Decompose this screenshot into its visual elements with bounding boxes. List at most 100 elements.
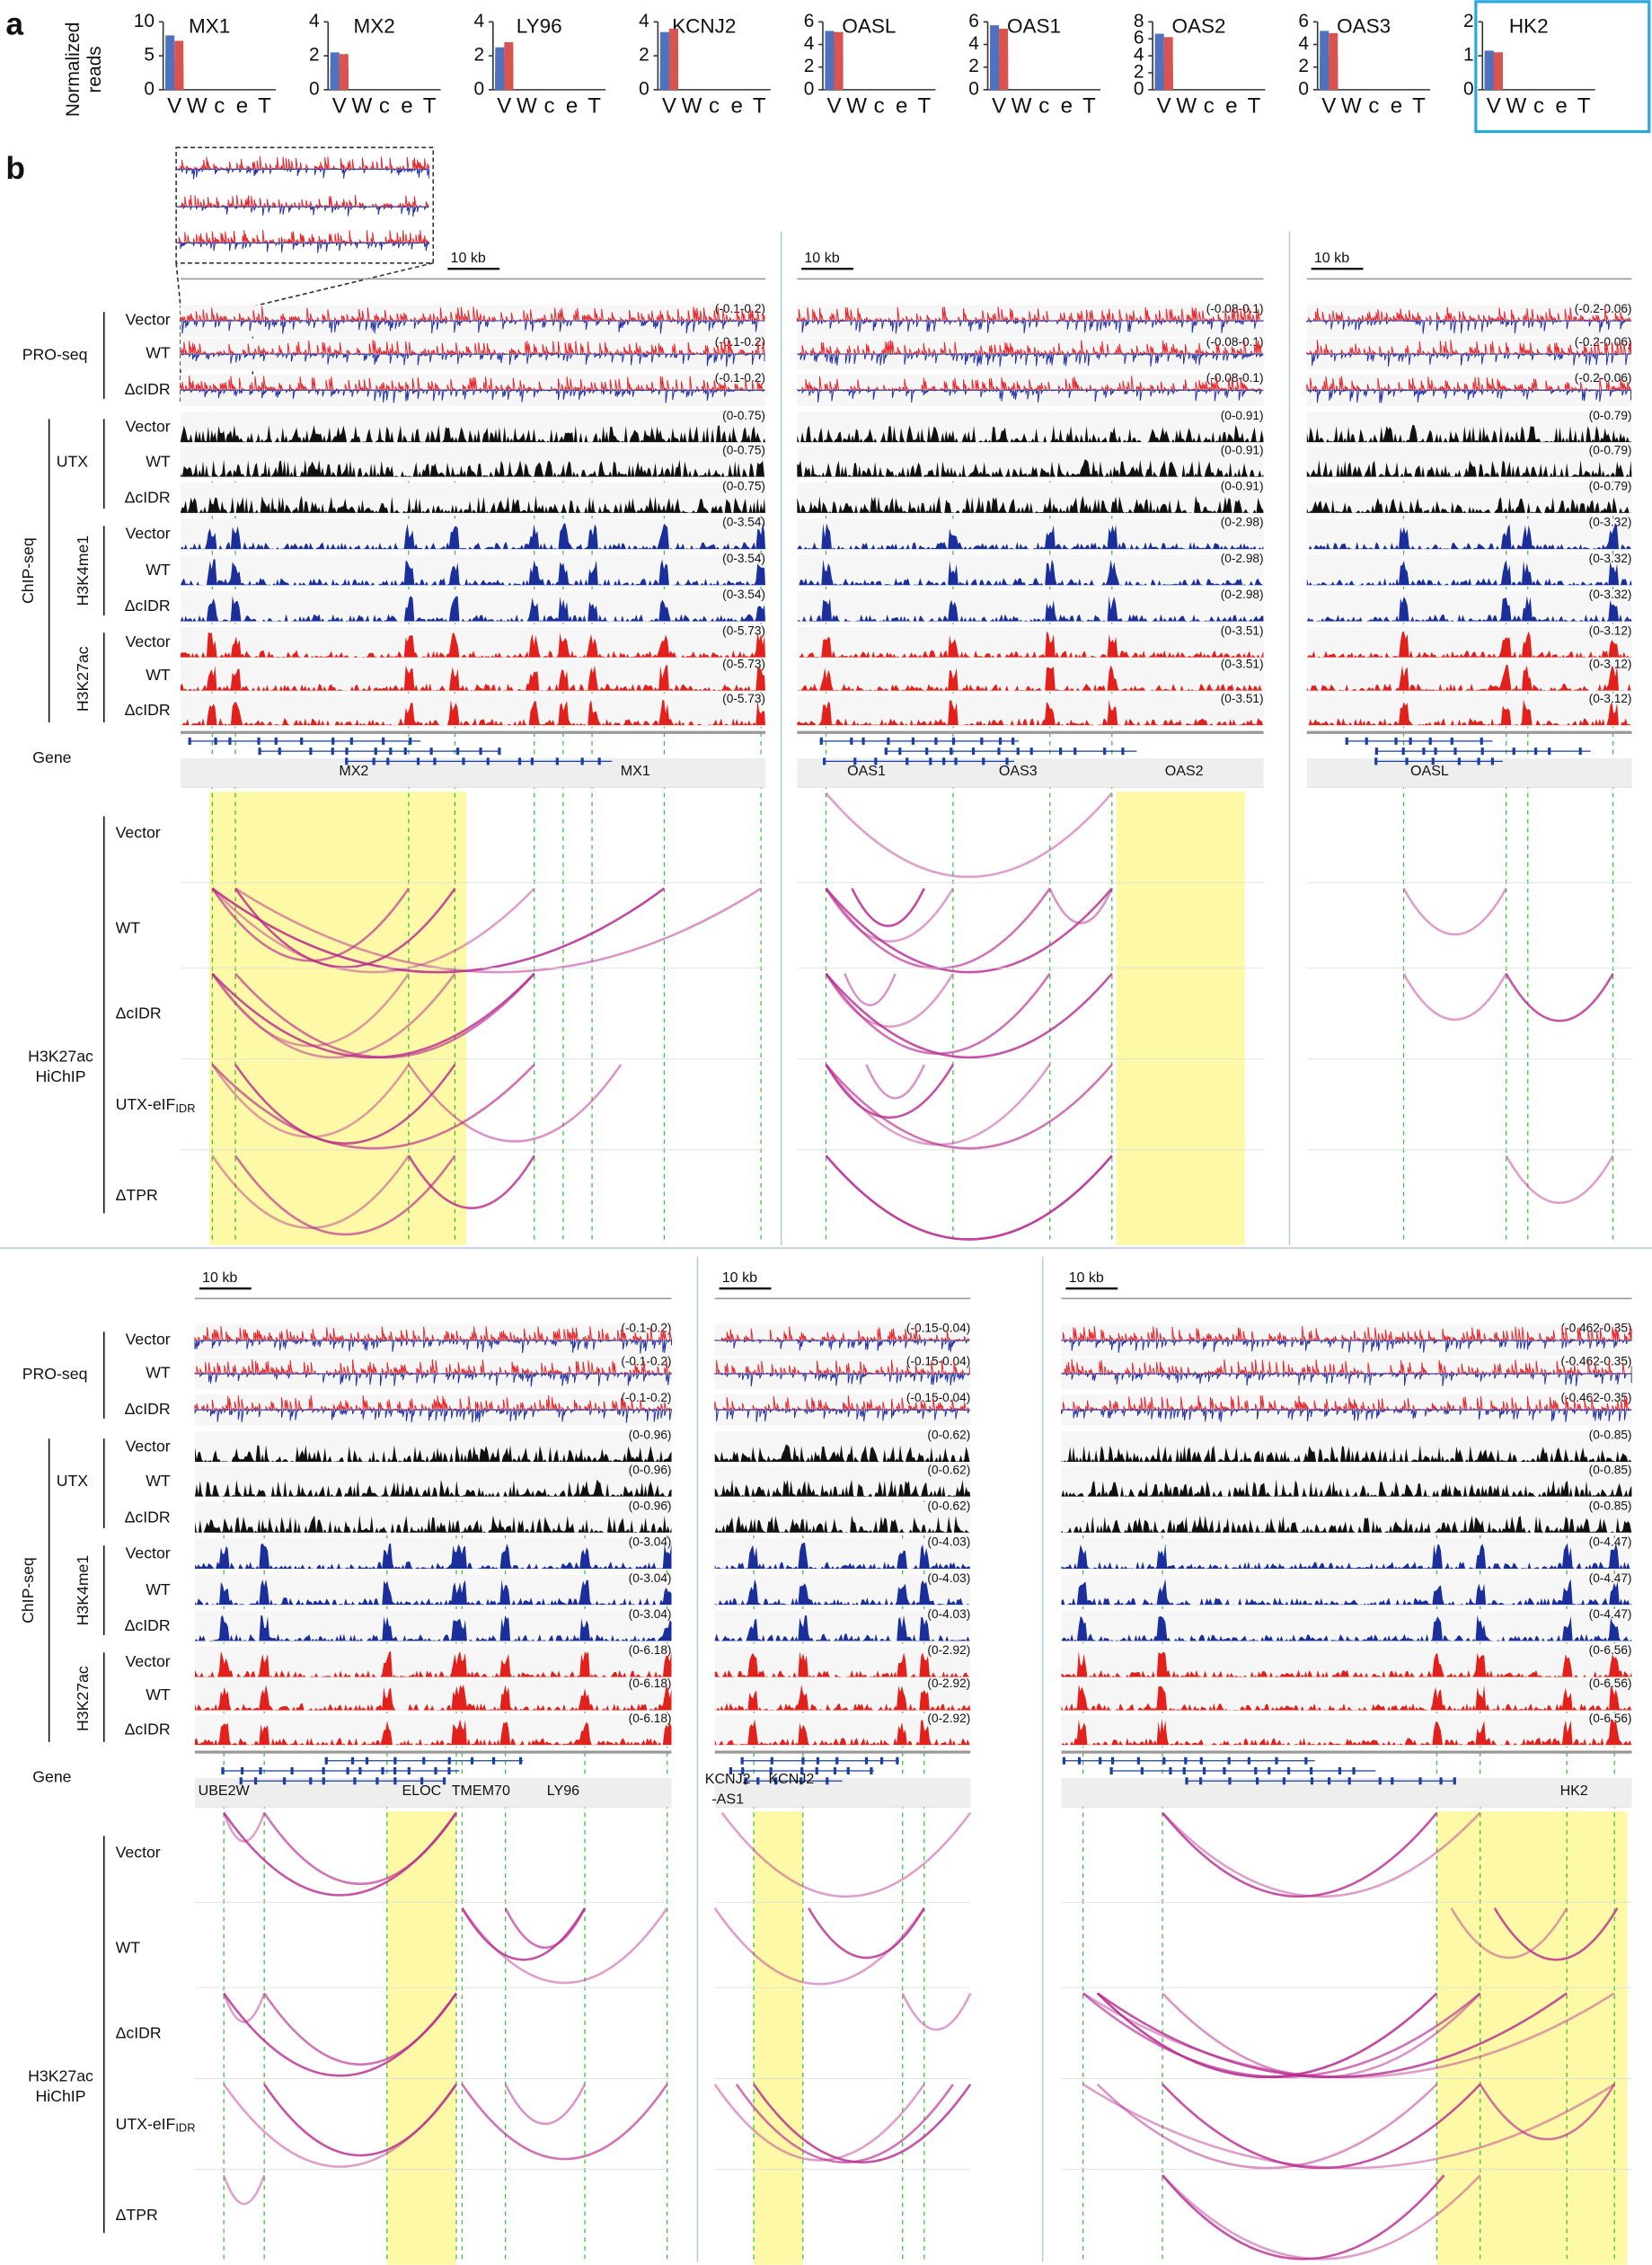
x-tick-label: e [1391, 94, 1402, 119]
exon [801, 1756, 805, 1765]
bar [1493, 52, 1503, 90]
exon [1327, 1777, 1331, 1785]
hichip-arc [1505, 1155, 1614, 1204]
exon [253, 1777, 258, 1785]
exon [470, 1756, 474, 1765]
hichip-arc [1162, 2174, 1481, 2261]
exon [1121, 748, 1125, 756]
hichip-arc [720, 1811, 972, 1898]
track-range: (-0.15-0.04) [906, 1322, 970, 1335]
track-range: (0-0.96) [629, 1463, 672, 1476]
hichip-arc [1162, 1811, 1481, 1898]
track-range: (-0.1-0.2) [621, 1391, 671, 1404]
x-tick-label: T [1248, 94, 1261, 119]
x-tick-label: c [379, 94, 390, 119]
hichip-condition: WT [116, 919, 141, 937]
exon [1268, 1767, 1271, 1775]
exon [879, 1756, 884, 1765]
track-range: (-0.462-0.35) [1561, 1355, 1632, 1368]
hichip-arc [234, 888, 456, 969]
pro-seq-minus [1306, 388, 1632, 403]
track-range: (-0.15-0.04) [906, 1391, 970, 1404]
x-tick-label: e [1555, 94, 1567, 119]
exon [1450, 737, 1453, 745]
x-tick-label: c [874, 94, 885, 119]
exon [257, 737, 261, 745]
exon [374, 748, 377, 756]
gene-name: UBE2W [199, 1783, 251, 1799]
exon [971, 748, 976, 756]
bar [495, 72, 505, 90]
condition-label: WT [146, 1472, 171, 1490]
inset-plus [176, 229, 429, 245]
condition-label: Vector [126, 1544, 171, 1562]
hichip-arc [211, 1064, 535, 1150]
track-range: (0-3.32) [1589, 516, 1632, 529]
track-range: (0-3.32) [1589, 552, 1632, 565]
hichip-arc [211, 887, 666, 974]
exon [1184, 1756, 1188, 1765]
exon [434, 1767, 437, 1775]
exon [887, 737, 890, 745]
exon [346, 1767, 349, 1775]
highlight [209, 792, 467, 1245]
track-range: (0-2.92) [927, 1712, 970, 1725]
track-bg [195, 1538, 672, 1570]
chip-signal [1306, 424, 1632, 443]
gene-name: MX2 [339, 763, 368, 779]
track-range: (-0.1-0.2) [621, 1322, 671, 1335]
exon [597, 757, 601, 765]
exon [998, 737, 1003, 745]
gene-name: OAS1 [847, 763, 886, 779]
hichip-arc [1493, 1907, 1619, 1961]
hichip-arc [825, 1155, 1113, 1241]
exon [1310, 1777, 1314, 1785]
exon [322, 1767, 325, 1775]
track-range: (0-0.79) [1589, 480, 1632, 493]
track-range: (0-6.56) [1589, 1643, 1632, 1657]
exon [1202, 1767, 1206, 1775]
chart-title: LY96 [517, 15, 562, 38]
x-tick-label: V [167, 94, 181, 119]
exon [278, 748, 281, 756]
y-tick-label: 2 [968, 56, 979, 76]
chip-signal [1061, 1719, 1632, 1746]
condition-label: Vector [126, 1438, 171, 1455]
exon [420, 1777, 424, 1785]
chip-signal [195, 1685, 672, 1711]
highlight-box [1474, 0, 1651, 134]
hichip-arc [753, 2084, 972, 2163]
exon [1394, 737, 1398, 745]
pro-seq-minus [797, 352, 1264, 367]
track-range: (0-0.91) [1221, 443, 1264, 456]
pro-seq-minus [195, 1372, 672, 1387]
exon [429, 748, 433, 756]
track-group-label: H3K27ac [28, 2066, 93, 2084]
y-tick-label: 8 [1134, 11, 1144, 31]
hichip-arc [808, 1907, 925, 1960]
exon [1110, 1756, 1115, 1765]
exon [1480, 737, 1483, 745]
track-range: (0-3.04) [629, 1535, 672, 1549]
hichip-arc [1505, 973, 1614, 1022]
chip-signal [180, 523, 765, 550]
y-tick-label: 10 [134, 11, 155, 31]
track-range: (0-2.98) [1221, 588, 1264, 601]
exon [1099, 1756, 1102, 1765]
track-range: (0-5.73) [722, 624, 765, 637]
exon [239, 1777, 243, 1785]
exon [1345, 737, 1348, 745]
x-tick-label: e [1225, 94, 1237, 119]
exon [896, 1756, 899, 1765]
exon [1480, 748, 1484, 756]
gene-name: ELOC [402, 1783, 442, 1799]
exon [826, 1777, 829, 1785]
pro-seq-minus [180, 319, 765, 334]
bar [165, 35, 175, 90]
exon [1418, 1777, 1422, 1785]
chip-signal [714, 1515, 971, 1533]
exon [447, 1767, 451, 1775]
gene-name: OASL [1410, 763, 1449, 779]
track-range: (0-6.18) [629, 1712, 672, 1725]
exon [228, 737, 232, 745]
